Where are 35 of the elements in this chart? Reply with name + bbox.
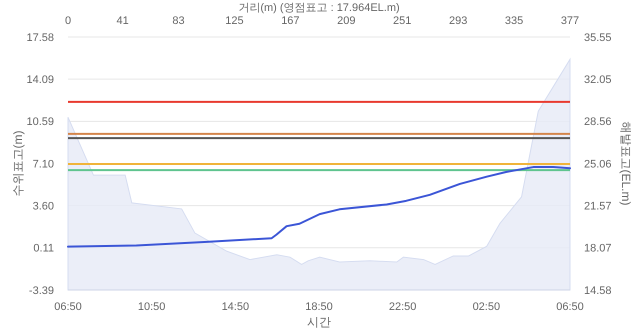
x2-tick-label: 209 bbox=[337, 14, 356, 27]
y2-tick-label: 28.56 bbox=[584, 116, 612, 128]
y-tick-label: -3.39 bbox=[28, 284, 54, 297]
x2-tick-label: 377 bbox=[560, 14, 580, 27]
y2-axis-title: 해발표고(EL.m) bbox=[618, 122, 633, 206]
x-tick-label: 10:50 bbox=[138, 300, 166, 313]
y-tick-label: 3.60 bbox=[32, 200, 54, 213]
x-axis-title: 시간 bbox=[307, 315, 331, 330]
x2-tick-label: 335 bbox=[504, 14, 524, 27]
x2-axis-title: 거리(m) (영점표고 : 17.964EL.m) bbox=[238, 2, 400, 14]
x2-tick-label: 167 bbox=[281, 14, 300, 27]
y2-tick-label: 14.58 bbox=[584, 284, 612, 297]
y-tick-label: 10.59 bbox=[26, 116, 54, 128]
y2-tick-label: 32.05 bbox=[584, 74, 612, 86]
x2-tick-label: 125 bbox=[225, 14, 244, 27]
x-tick-label: 22:50 bbox=[388, 300, 416, 313]
y-tick-label: 0.11 bbox=[33, 242, 54, 255]
y-axis-title: 수위표고(m) bbox=[11, 130, 26, 196]
y2-tick-label: 35.55 bbox=[584, 32, 612, 44]
y-tick-label: 7.10 bbox=[32, 158, 54, 170]
x2-tick-label: 293 bbox=[448, 14, 468, 27]
y2-tick-label: 18.07 bbox=[584, 242, 612, 255]
x-tick-label: 18:50 bbox=[305, 300, 333, 313]
x2-tick-label: 41 bbox=[116, 14, 129, 27]
x-tick-label: 06:50 bbox=[556, 300, 584, 313]
x-tick-label: 02:50 bbox=[472, 300, 500, 313]
x2-tick-label: 251 bbox=[393, 14, 412, 27]
x-tick-label: 14:50 bbox=[222, 300, 250, 313]
x-tick-label: 06:50 bbox=[54, 300, 82, 313]
y-tick-label: 14.09 bbox=[26, 74, 54, 86]
y2-tick-label: 25.06 bbox=[584, 158, 612, 170]
y-tick-label: 17.58 bbox=[26, 32, 54, 44]
x2-tick-label: 0 bbox=[64, 14, 72, 27]
x2-tick-label: 83 bbox=[172, 14, 185, 27]
y2-tick-label: 21.57 bbox=[584, 200, 612, 213]
